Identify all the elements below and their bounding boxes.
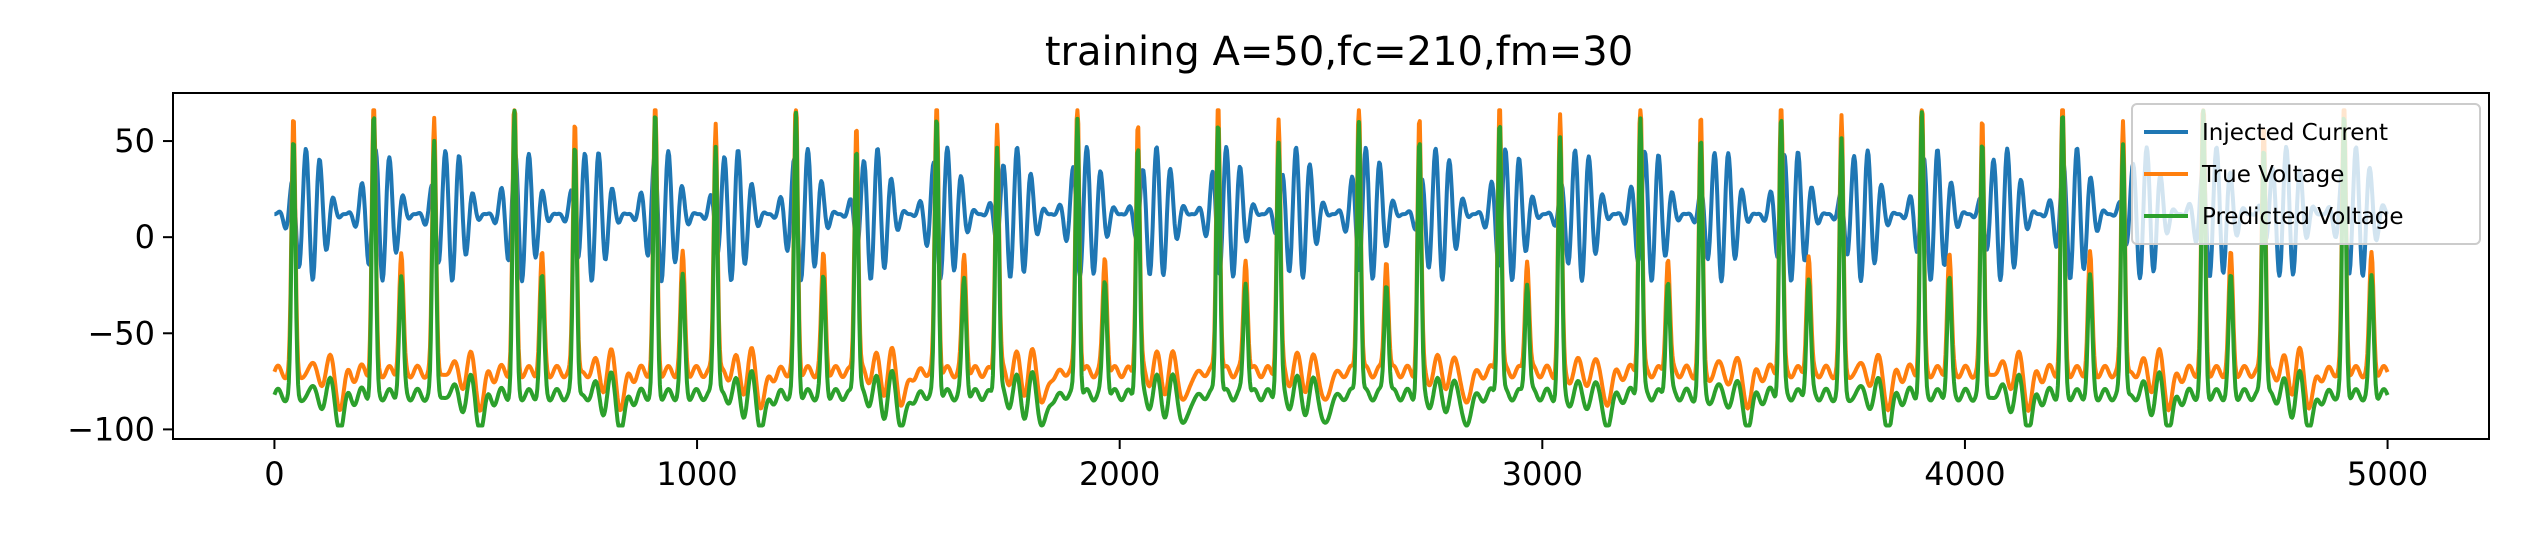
series-line-1 <box>272 108 2390 413</box>
y-tick-label: −100 <box>67 410 155 448</box>
legend: Injected Current True Voltage Predicted Vo… <box>2131 103 2481 245</box>
plot-frame <box>172 92 2490 440</box>
series-line-0 <box>273 144 2390 284</box>
chart-title: training A=50,fc=210,fm=30 <box>1045 29 1633 75</box>
x-tick-label: 1000 <box>656 455 737 493</box>
y-axis: 50 0 −50 −100 <box>67 122 173 448</box>
plot-area <box>172 92 2490 440</box>
x-tick-label: 0 <box>264 455 284 493</box>
x-tick-label: 2000 <box>1079 455 1160 493</box>
x-tick-label: 4000 <box>1924 455 2005 493</box>
legend-label-2: Predicted Voltage <box>2202 204 2404 230</box>
y-tick-label: 0 <box>135 218 155 256</box>
legend-label-0: Injected Current <box>2202 120 2388 146</box>
series-layer <box>272 108 2390 428</box>
x-axis: 0 1000 2000 3000 4000 5000 <box>264 439 2428 493</box>
x-tick-label: 3000 <box>1502 455 1583 493</box>
x-tick-label: 5000 <box>2347 455 2428 493</box>
y-tick-label: 50 <box>114 122 155 160</box>
legend-label-1: True Voltage <box>2201 162 2344 188</box>
series-line-2 <box>272 108 2390 428</box>
y-tick-label: −50 <box>87 314 155 352</box>
legend-box <box>2131 103 2481 245</box>
